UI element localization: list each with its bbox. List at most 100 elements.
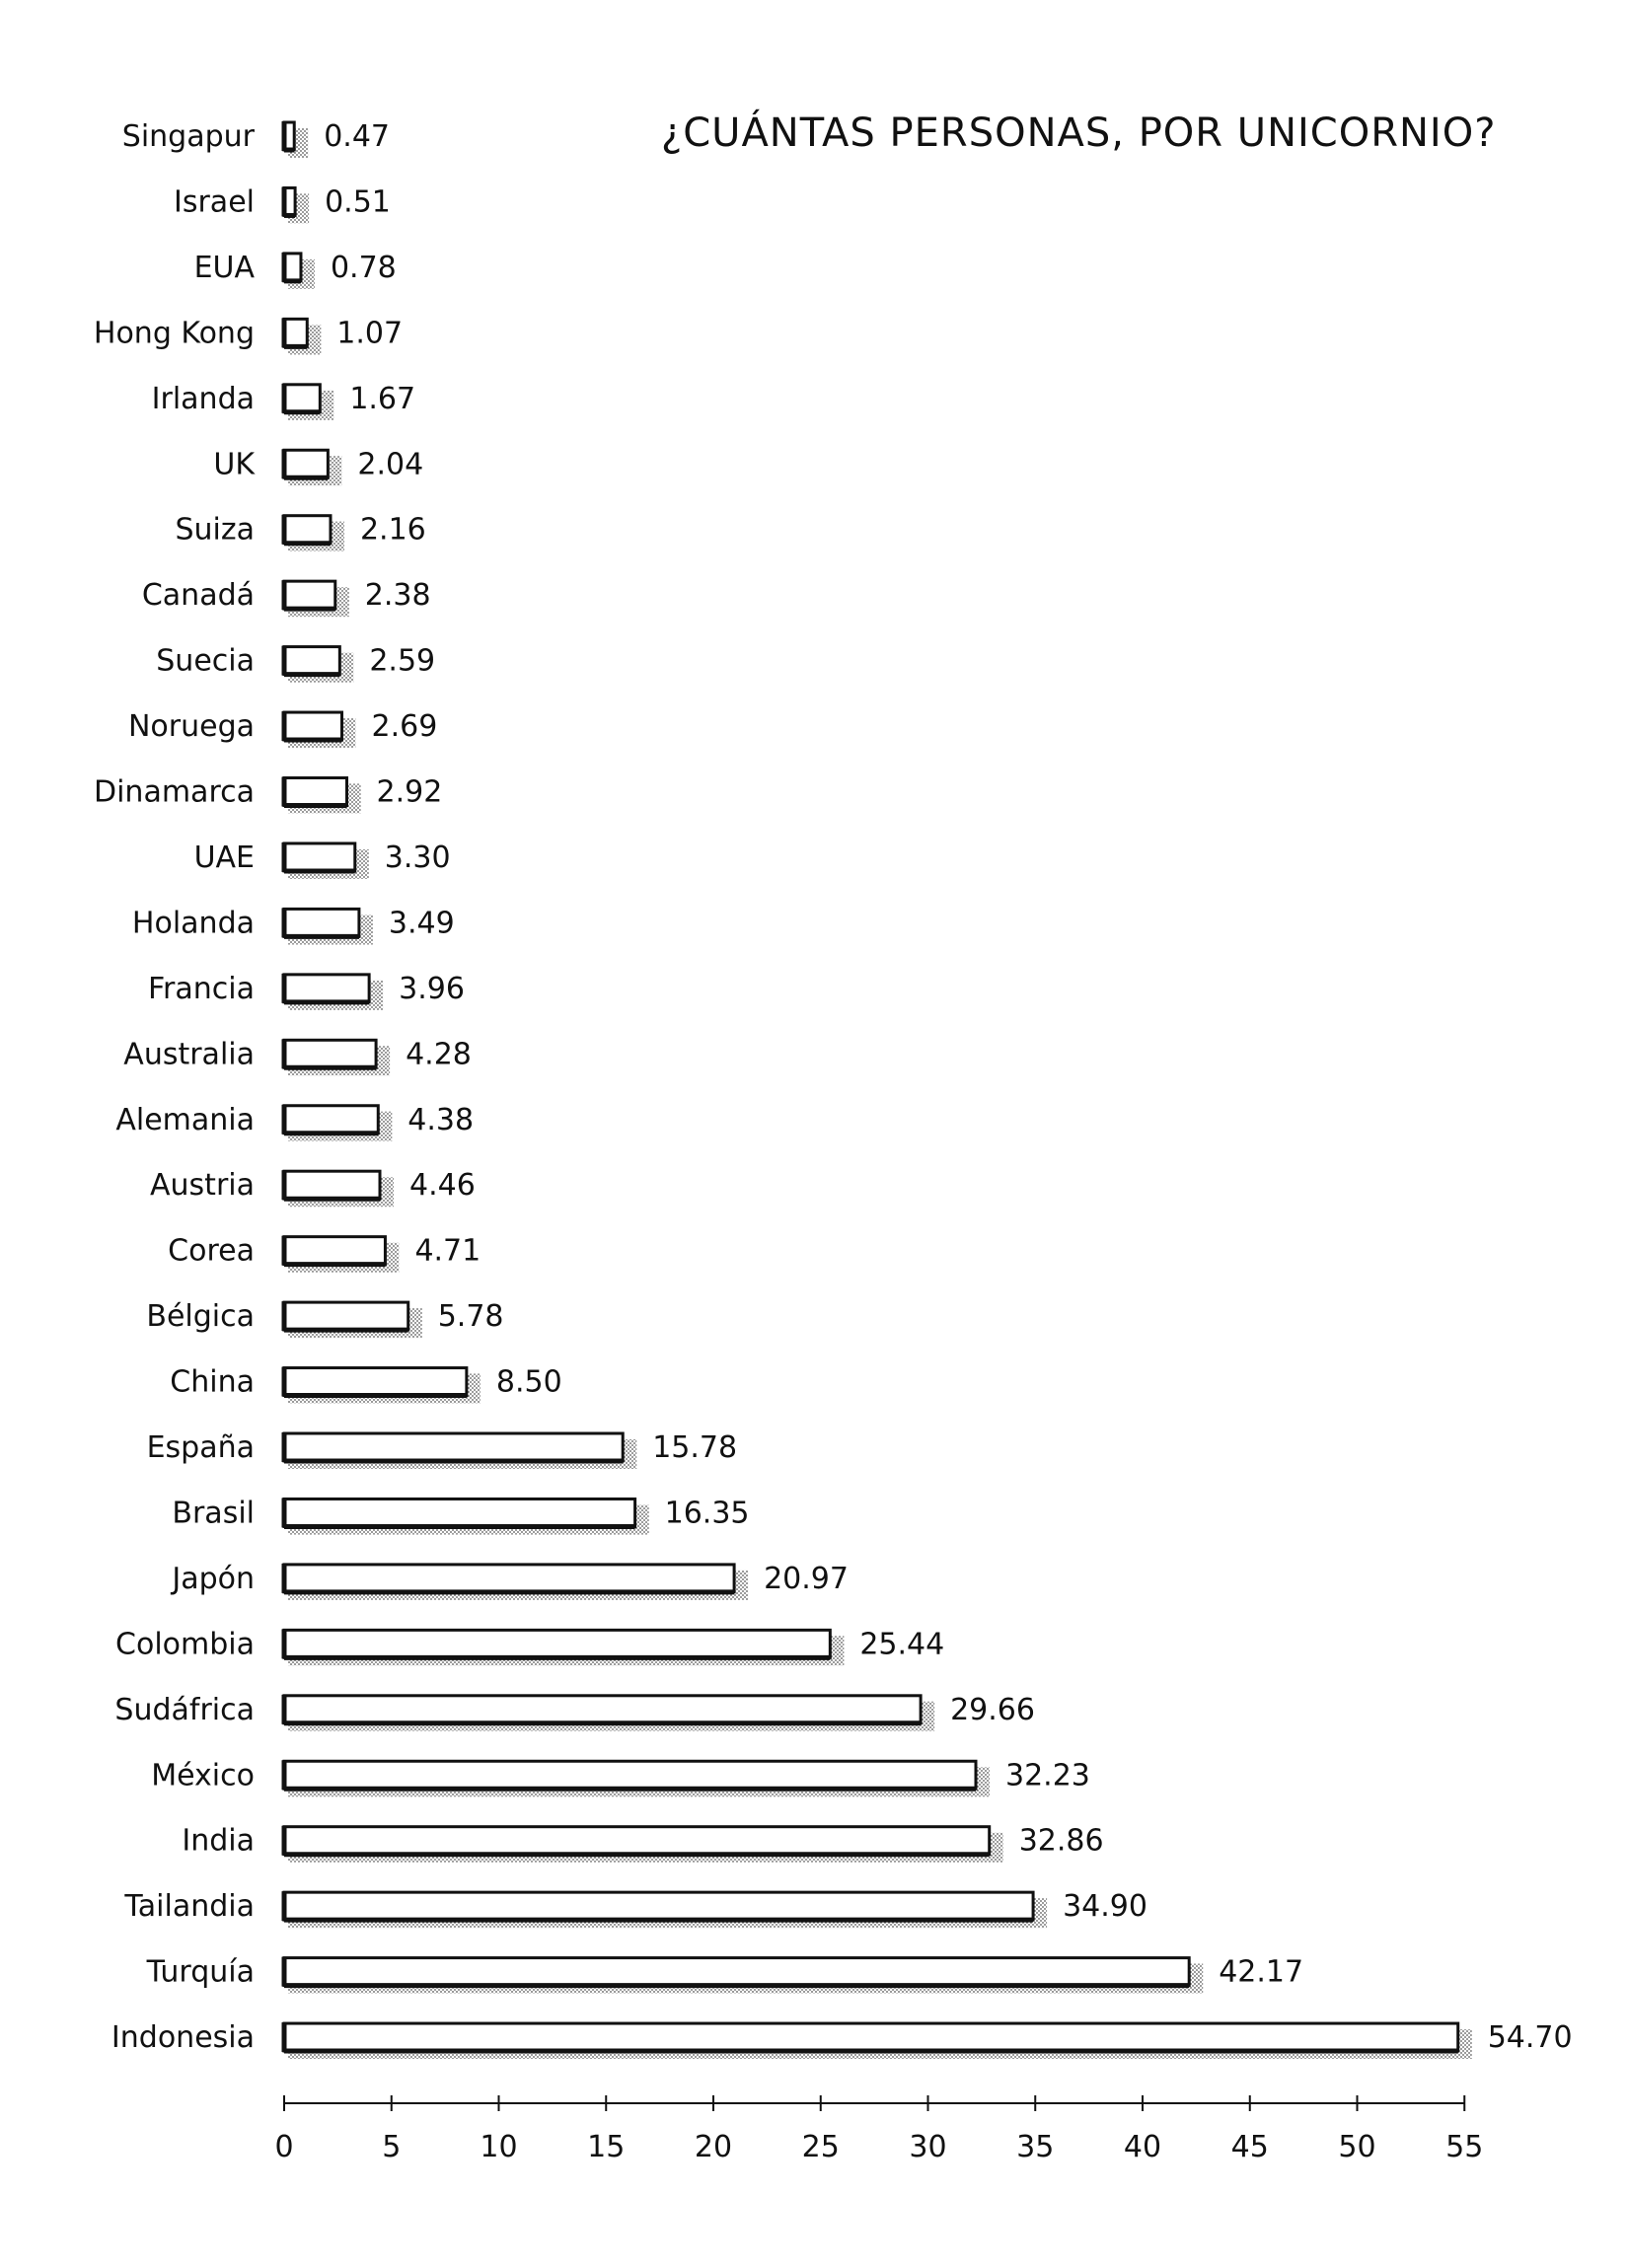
category-label: EUA: [194, 251, 256, 285]
category-label: Suecia: [156, 644, 255, 679]
bar: [282, 1169, 382, 1201]
x-tick-label: 10: [480, 2130, 517, 2164]
value-label: 4.46: [409, 1168, 476, 1203]
category-label: UK: [213, 447, 256, 481]
value-label: 20.97: [764, 1562, 849, 1596]
bar: [282, 383, 322, 414]
x-tick-label: 40: [1124, 2130, 1161, 2164]
category-label: España: [147, 1430, 255, 1465]
chart-title: ¿CUÁNTAS PERSONAS, POR UNICORNIO?: [661, 110, 1497, 156]
bar-row: Brasil 16.35: [172, 1496, 750, 1535]
value-label: 32.86: [1019, 1824, 1104, 1859]
x-axis: 0 5 10 15 20 25 30 35 40 45 50 55: [274, 2095, 1483, 2164]
category-label: Bélgica: [146, 1299, 255, 1334]
x-tick-label: 55: [1445, 2130, 1483, 2164]
value-label: 54.70: [1488, 2020, 1573, 2055]
bar: [282, 1497, 637, 1528]
x-tick-label: 50: [1338, 2130, 1375, 2164]
category-label: UAE: [194, 841, 255, 875]
bar-row: UAE 3.30: [194, 841, 451, 879]
bar-row: Irlanda 1.67: [152, 382, 415, 420]
category-label: Francia: [148, 972, 255, 1006]
bar: [282, 1038, 378, 1069]
x-tick-label: 25: [802, 2130, 840, 2164]
value-label: 4.38: [407, 1103, 474, 1137]
bar: [282, 579, 337, 611]
bar: [282, 1235, 387, 1267]
bar-row: Australia 4.28: [123, 1037, 472, 1076]
value-label: 2.59: [369, 644, 435, 679]
bar-row: México 32.23: [151, 1758, 1090, 1797]
bar: [282, 776, 349, 807]
value-label: 1.67: [349, 382, 415, 416]
category-label: Suiza: [175, 513, 255, 548]
bar-row: Sudáfrica 29.66: [114, 1693, 1035, 1731]
bar: [282, 1890, 1035, 1922]
bar-row: Francia 3.96: [148, 972, 465, 1010]
category-label: Holanda: [132, 906, 255, 940]
x-tick-label: 20: [695, 2130, 732, 2164]
bar-row: Bélgica 5.78: [146, 1299, 504, 1339]
bar: [282, 841, 357, 873]
value-label: 0.51: [325, 184, 391, 219]
category-label: Irlanda: [152, 382, 255, 416]
bar-row: UK 2.04: [213, 447, 423, 486]
x-tick-label: 35: [1016, 2130, 1054, 2164]
category-label: Austria: [150, 1168, 255, 1203]
bar: [282, 1956, 1191, 1988]
bar: [282, 710, 344, 742]
value-label: 4.28: [406, 1037, 472, 1071]
category-label: Colombia: [115, 1627, 255, 1661]
category-label: Australia: [123, 1037, 255, 1071]
bar-row: Israel 0.51: [174, 184, 391, 224]
bar-row: EUA 0.78: [194, 251, 397, 289]
value-label: 2.04: [357, 447, 423, 481]
value-label: 3.30: [385, 841, 451, 875]
bar-row: Indonesia 54.70: [111, 2020, 1573, 2060]
bar: [282, 252, 303, 283]
bar-row: Suiza 2.16: [175, 513, 426, 551]
value-label: 42.17: [1219, 1955, 1303, 1990]
category-label: China: [170, 1365, 255, 1400]
value-label: 1.07: [336, 316, 403, 350]
x-tick-label: 45: [1231, 2130, 1269, 2164]
bar: [282, 2021, 1460, 2053]
bars-layer: Singapur 0.47 Israel 0.51 EUA 0.78 Hong Kong 1.…: [94, 119, 1573, 2060]
category-label: Canadá: [142, 578, 255, 613]
bar: [282, 973, 371, 1004]
bar-row: Colombia 25.44: [115, 1627, 944, 1666]
value-label: 3.49: [389, 906, 455, 940]
bar: [282, 317, 309, 348]
value-label: 5.78: [438, 1299, 504, 1334]
value-label: 2.92: [377, 775, 443, 810]
bar-row: Turquía 42.17: [146, 1955, 1303, 1994]
bar: [282, 1694, 923, 1725]
bar-row: Japón 20.97: [170, 1562, 849, 1600]
x-tick-label: 30: [909, 2130, 946, 2164]
bar-row: Suecia 2.59: [156, 644, 435, 683]
bar-row: India 32.86: [182, 1824, 1104, 1863]
value-label: 0.78: [331, 251, 397, 285]
bar: [282, 1366, 469, 1398]
value-label: 32.23: [1005, 1758, 1090, 1792]
category-label: Hong Kong: [94, 316, 255, 350]
value-label: 2.38: [365, 578, 431, 613]
bar-row: Corea 4.71: [168, 1234, 481, 1273]
bar-row: Tailandia 34.90: [123, 1889, 1147, 1929]
bar-row: China 8.50: [170, 1365, 562, 1404]
bar: [282, 1104, 380, 1135]
bar: [282, 1759, 978, 1791]
bar: [282, 514, 333, 546]
category-label: Alemania: [115, 1103, 255, 1137]
category-label: Israel: [174, 184, 255, 219]
bar-row: Holanda 3.49: [132, 906, 455, 945]
value-label: 3.96: [399, 972, 465, 1006]
x-tick-label: 0: [274, 2130, 293, 2164]
category-label: Singapur: [122, 119, 256, 154]
category-label: Corea: [168, 1234, 255, 1269]
bar: [282, 1825, 992, 1857]
bar-row: Noruega 2.69: [128, 709, 437, 749]
x-tick-label: 15: [587, 2130, 625, 2164]
category-label: Dinamarca: [94, 775, 255, 810]
